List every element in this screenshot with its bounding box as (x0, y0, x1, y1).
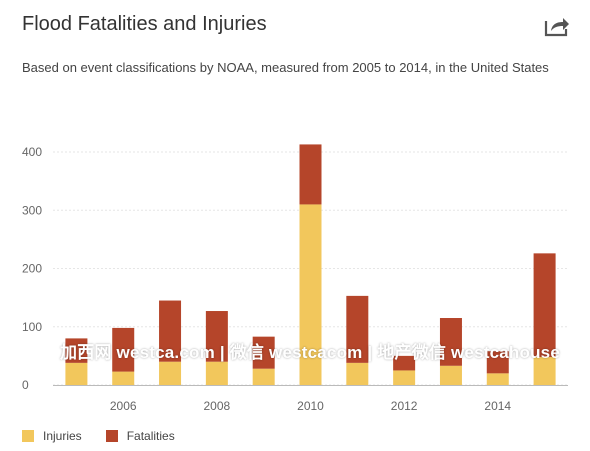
share-button[interactable] (543, 14, 571, 38)
bar-fatalities-2010[interactable] (299, 144, 322, 205)
legend-item-fatalities[interactable]: Fatalities (105, 429, 175, 443)
y-tick-label: 400 (22, 145, 42, 159)
y-tick-label: 0 (22, 378, 29, 392)
legend-swatch-injuries (22, 430, 34, 442)
bar-fatalities-2008[interactable] (205, 311, 228, 362)
bar-fatalities-2014[interactable] (486, 351, 509, 374)
bar-fatalities-2012[interactable] (393, 355, 416, 371)
bar-fatalities-2015[interactable] (533, 253, 556, 358)
y-tick-label: 300 (22, 203, 42, 217)
share-icon (544, 18, 569, 37)
bar-fatalities-2013[interactable] (439, 318, 462, 366)
x-tick-label: 2014 (484, 399, 511, 413)
legend-label-fatalities: Fatalities (126, 429, 175, 443)
bar-injuries-2006[interactable] (112, 371, 135, 385)
bar-injuries-2008[interactable] (205, 361, 228, 385)
bar-injuries-2013[interactable] (439, 365, 462, 385)
x-tick-label: 2012 (391, 399, 418, 413)
legend-item-injuries[interactable]: Injuries (22, 429, 82, 443)
chart-legend: Injuries Fatalities (22, 428, 199, 444)
watermark: 加西网 westca.com | 微信 westcacom | 地产微信 wes… (60, 343, 560, 362)
x-tick-label: 2008 (204, 399, 231, 413)
bar-fatalities-2007[interactable] (159, 300, 182, 362)
bar-fatalities-2011[interactable] (346, 295, 369, 363)
bar-injuries-2005[interactable] (65, 362, 88, 385)
bar-fatalities-2005[interactable] (65, 338, 88, 363)
bar-fatalities-2009[interactable] (252, 336, 275, 369)
bar-injuries-2011[interactable] (346, 362, 369, 385)
y-tick-label: 200 (22, 262, 42, 276)
bar-injuries-2007[interactable] (159, 361, 182, 385)
legend-label-injuries: Injuries (43, 429, 82, 443)
bar-injuries-2014[interactable] (486, 373, 509, 385)
legend-swatch-fatalities (105, 430, 118, 442)
bar-injuries-2010[interactable] (299, 204, 322, 385)
chart-title: Flood Fatalities and Injuries (22, 13, 267, 35)
y-tick-label: 100 (22, 320, 42, 334)
bar-fatalities-2006[interactable] (112, 327, 135, 372)
bar-injuries-2012[interactable] (393, 370, 416, 385)
bar-injuries-2009[interactable] (252, 368, 275, 385)
bar-injuries-2015[interactable] (533, 357, 556, 385)
chart-subtitle: Based on event classifications by NOAA, … (22, 60, 549, 75)
x-tick-label: 2006 (110, 399, 137, 413)
x-tick-label: 2010 (297, 399, 324, 413)
